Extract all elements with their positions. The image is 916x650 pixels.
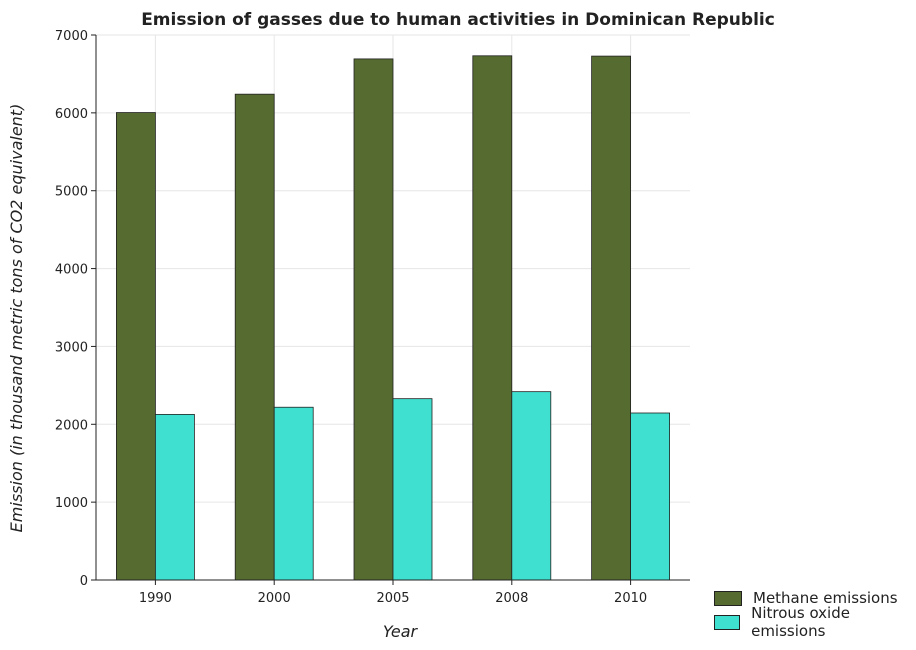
nitrous-oxide-bar-2000 xyxy=(273,406,314,581)
bars xyxy=(116,55,670,581)
x-tick-label: 2010 xyxy=(614,591,647,606)
axes: 0 1000 2000 3000 4000 5000 6000 7000 1990 2000 200… xyxy=(55,29,690,606)
legend-swatch-methane xyxy=(714,590,742,606)
methane-bar-2008 xyxy=(472,55,513,581)
y-tick-label: 4000 xyxy=(55,263,88,278)
x-tick-label: 2000 xyxy=(258,591,291,606)
x-tick-label: 1990 xyxy=(139,591,172,606)
nitrous-oxide-bar-2005 xyxy=(392,398,433,581)
x-tick-label: 2008 xyxy=(495,591,528,606)
legend-item-nitrous-oxide: Nitrous oxide emissions xyxy=(714,604,916,640)
y-tick-label: 0 xyxy=(80,574,88,589)
legend: Methane emissions Nitrous oxide emission… xyxy=(714,586,916,640)
x-axis-label: Year xyxy=(383,622,419,641)
methane-bar-2000 xyxy=(234,93,275,581)
y-tick-label: 6000 xyxy=(55,107,88,122)
x-tick-label: 2005 xyxy=(376,591,409,606)
methane-bar-2010 xyxy=(591,55,631,581)
methane-bar-1990 xyxy=(116,112,156,581)
legend-label-nitrous-oxide: Nitrous oxide emissions xyxy=(751,604,850,640)
y-tick-label: 5000 xyxy=(55,185,88,200)
methane-bar-2005 xyxy=(353,58,394,581)
y-tick-label: 2000 xyxy=(55,418,88,433)
nitrous-oxide-bar-2008 xyxy=(511,391,552,581)
chart-title: Emission of gasses due to human activiti… xyxy=(141,10,775,30)
nitrous-oxide-bar-1990 xyxy=(154,413,195,581)
legend-label-methane: Methane emissions xyxy=(753,589,898,607)
y-axis-label: Emission (in thousand metric tons of CO2… xyxy=(7,104,26,533)
nitrous-oxide-bar-2010 xyxy=(630,412,670,581)
y-tick-label: 7000 xyxy=(55,29,88,44)
y-tick-label: 1000 xyxy=(55,496,88,511)
legend-item-methane: Methane emissions xyxy=(714,586,916,610)
y-tick-label: 3000 xyxy=(55,340,88,355)
legend-swatch-nitrous-oxide xyxy=(714,614,741,630)
